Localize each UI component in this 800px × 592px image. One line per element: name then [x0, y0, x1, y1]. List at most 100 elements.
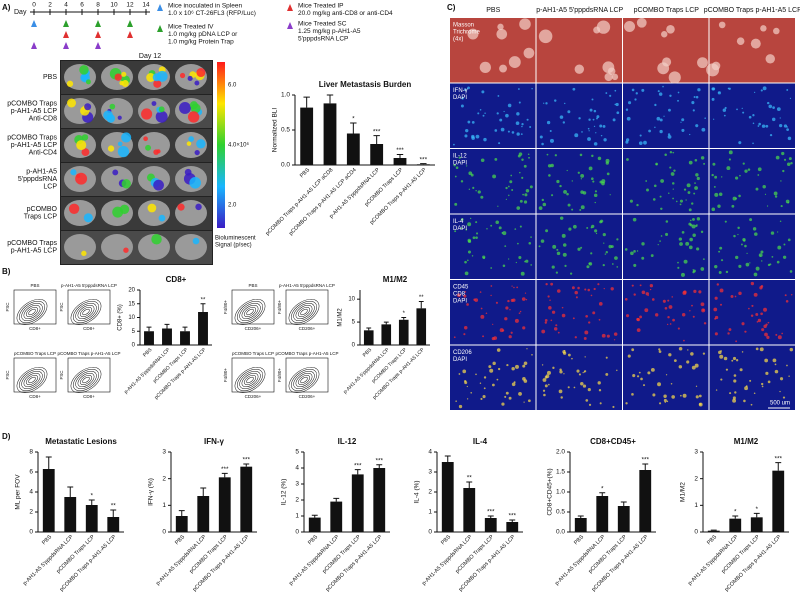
y-tick-label: 1 — [428, 509, 432, 516]
ihc-signal — [539, 135, 543, 139]
ihc-signal — [742, 162, 745, 165]
ihc-row-label: Masson — [453, 23, 474, 29]
ihc-signal — [570, 272, 573, 275]
chart-title: CD8+CD45+ — [590, 437, 636, 446]
ihc-signal — [518, 101, 521, 104]
ihc-signal — [682, 290, 687, 295]
ihc-signal — [527, 399, 531, 403]
ihc-signal — [677, 327, 680, 330]
ihc-signal — [715, 389, 718, 391]
ihc-signal — [672, 188, 674, 190]
ihc-signal — [731, 204, 735, 208]
y-tick-label: 15 — [128, 301, 135, 307]
flow-contour — [243, 306, 257, 318]
ihc-signal — [542, 378, 547, 382]
ihc-signal — [460, 180, 464, 183]
ihc-signal — [584, 370, 587, 373]
timeline-day: 6 — [80, 2, 84, 9]
ihc-signal — [462, 369, 467, 374]
y-tick-label: 4 — [428, 449, 432, 456]
error-bar — [376, 464, 383, 468]
ihc-signal — [718, 271, 722, 274]
ihc-signal — [650, 367, 655, 372]
ihc-signal — [598, 389, 602, 392]
ihc-signal — [760, 89, 763, 92]
bar — [300, 107, 314, 165]
ihc-signal — [692, 217, 695, 221]
bar — [323, 103, 337, 165]
ihc-signal — [522, 326, 526, 330]
ihc-signal — [750, 38, 761, 49]
ihc-signal — [588, 118, 591, 121]
ihc-signal — [492, 174, 497, 179]
ihc-signal — [738, 291, 742, 296]
ihc-signal — [648, 129, 651, 133]
ihc-signal — [572, 87, 576, 91]
ihc-signal — [656, 116, 661, 121]
x-tick-label: pCOMBO Traps LCP — [189, 534, 230, 575]
ihc-signal — [461, 97, 464, 100]
flow-contour — [234, 299, 266, 325]
ihc-signal — [761, 385, 764, 388]
ihc-signal — [671, 296, 674, 298]
ihc-signal — [654, 103, 657, 107]
signal-blob — [81, 134, 89, 141]
ihc-signal — [688, 160, 693, 165]
ihc-signal — [505, 113, 509, 118]
ihc-signal — [777, 245, 782, 250]
ihc-signal — [558, 389, 563, 394]
ihc-signal — [561, 233, 566, 238]
ihc-signal — [694, 186, 698, 190]
flow-contour — [79, 374, 93, 386]
flow-x-label: CD206+ — [299, 394, 316, 399]
error-bar — [487, 515, 494, 518]
ihc-signal — [732, 356, 737, 361]
ihc-signal — [738, 194, 741, 198]
ihc-signal — [566, 192, 569, 196]
ihc-signal — [577, 247, 581, 251]
y-tick-label: 2 — [694, 475, 698, 482]
ihc-signal — [562, 243, 567, 247]
ihc-signal — [686, 360, 690, 364]
ihc-signal — [693, 192, 696, 195]
ihc-signal — [724, 106, 727, 110]
ihc-signal — [761, 124, 766, 128]
ihc-signal — [718, 192, 723, 197]
ihc-signal — [587, 127, 590, 130]
ihc-signal — [688, 208, 692, 212]
ihc-signal — [579, 153, 583, 157]
ihc-signal — [605, 92, 608, 94]
ihc-signal — [464, 326, 468, 330]
ihc-signal — [639, 315, 643, 319]
signal-blob — [145, 144, 152, 151]
ihc-signal — [498, 142, 501, 145]
ihc-signal — [547, 295, 550, 298]
liver-image — [101, 98, 133, 124]
ihc-signal — [519, 225, 522, 228]
ihc-signal — [480, 307, 483, 310]
event-arrow — [63, 31, 69, 38]
flow-contour — [19, 368, 45, 392]
ihc-signal — [638, 141, 643, 146]
ihc-signal — [786, 126, 788, 128]
ihc-signal — [508, 194, 510, 197]
ihc-row-label: (4x) — [453, 37, 463, 43]
ihc-signal — [680, 394, 682, 397]
imaging-panel — [60, 60, 213, 265]
ihc-signal — [580, 382, 584, 386]
bar — [107, 517, 120, 532]
ihc-signal — [646, 188, 649, 192]
flow-contour — [82, 376, 90, 384]
signal-blob — [153, 179, 164, 191]
bar — [617, 506, 630, 532]
event-arrow — [31, 42, 37, 49]
ihc-signal — [519, 310, 522, 313]
ihc-signal — [485, 312, 488, 315]
ihc-signal — [718, 91, 720, 93]
y-tick-label: 6 — [29, 469, 33, 476]
bar — [639, 470, 652, 532]
ihc-signal — [657, 243, 659, 246]
ihc-signal — [780, 180, 782, 182]
signal-blob — [121, 132, 132, 143]
ihc-signal — [786, 128, 789, 131]
